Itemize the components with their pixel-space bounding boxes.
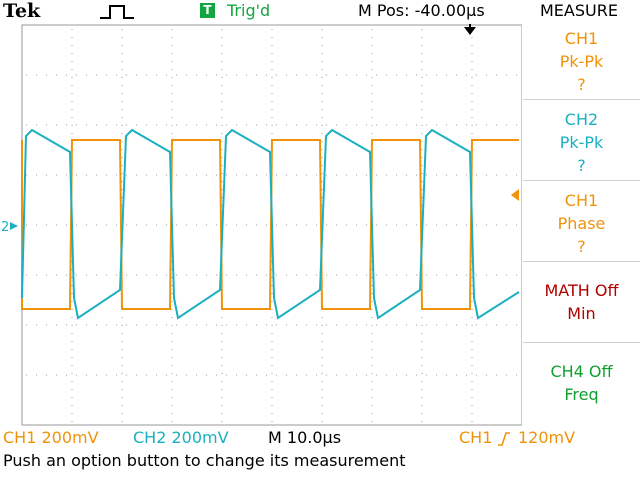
trigger-level-marker-icon <box>511 189 519 201</box>
ch2-scale: CH2 200mV <box>133 428 229 447</box>
measure-type: Min <box>567 304 596 323</box>
rising-edge-icon <box>498 432 510 446</box>
measure-value: ? <box>577 156 586 175</box>
timebase: M 10.0µs <box>268 428 342 447</box>
measure-side-menu: CH1 Pk-Pk ? CH2 Pk-Pk ? CH1 Phase ? MATH… <box>523 22 640 427</box>
measure-value: ? <box>577 75 586 94</box>
measure-type: Pk-Pk <box>559 133 604 152</box>
ch1-scale: CH1 200mV <box>3 428 99 447</box>
brand-logo: Tek <box>3 0 41 22</box>
graticule <box>21 24 522 426</box>
trigger-badge: T <box>200 3 215 18</box>
help-message: Push an option button to change its meas… <box>3 451 406 470</box>
ch2-ground-label: 2 <box>1 220 9 235</box>
measure-type: Phase <box>557 214 606 233</box>
ch2-waveform <box>21 128 520 320</box>
trigger-position-marker-icon <box>464 27 476 35</box>
measure-option-3[interactable]: CH1 Phase ? <box>523 184 640 262</box>
horizontal-position: M Pos: -40.00µs <box>358 1 485 20</box>
measure-source: CH1 <box>564 191 599 210</box>
measure-source: CH1 <box>564 29 599 48</box>
measure-option-5[interactable]: CH4 Off Freq <box>523 346 640 424</box>
measure-source: CH4 Off <box>550 362 613 381</box>
top-status-bar: Tek T Trig'd M Pos: -40.00µs MEASURE <box>0 0 640 22</box>
measure-value: ? <box>577 237 586 256</box>
measure-type: Pk-Pk <box>559 52 604 71</box>
menu-title: MEASURE <box>540 1 618 20</box>
measure-source: MATH Off <box>544 281 619 300</box>
pulse-icon <box>100 5 134 19</box>
ch2-ground-marker-icon: 2 <box>1 220 18 235</box>
trigger-level: 120mV <box>518 428 576 447</box>
measure-option-2[interactable]: CH2 Pk-Pk ? <box>523 103 640 181</box>
measure-option-1[interactable]: CH1 Pk-Pk ? <box>523 22 640 100</box>
measure-option-4[interactable]: MATH Off Min <box>523 265 640 343</box>
measure-source: CH2 <box>564 110 599 129</box>
trigger-status: Trig'd <box>227 1 271 20</box>
waveform-display: 2 <box>1 24 522 426</box>
trigger-source: CH1 <box>459 428 493 447</box>
measure-type: Freq <box>564 385 599 404</box>
channel-status-bar: CH1 200mV CH2 200mV M 10.0µs CH1 120mV <box>0 427 640 449</box>
